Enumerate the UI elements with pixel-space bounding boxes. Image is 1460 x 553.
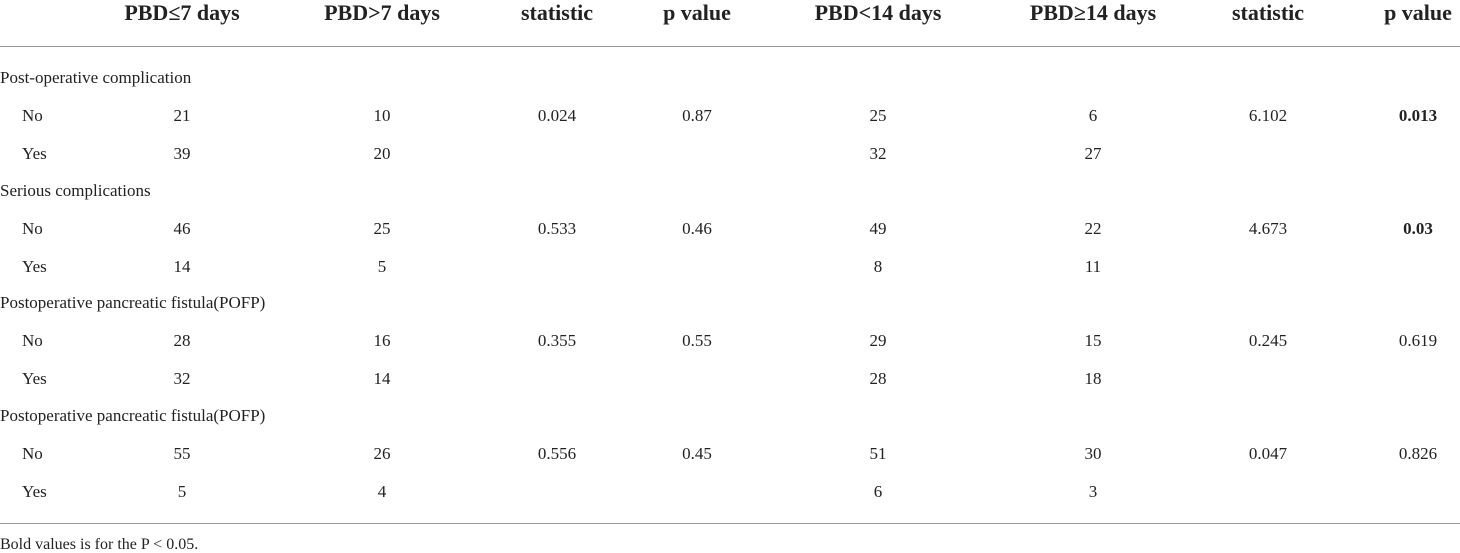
- row-label: No: [22, 106, 43, 125]
- footnote: Bold values is for the P < 0.05.: [0, 536, 199, 553]
- section-title: Post-operative complication: [0, 68, 192, 87]
- cell: 14: [173, 256, 191, 276]
- cell: 32: [173, 369, 191, 389]
- cell: 46: [173, 218, 191, 238]
- cell: 20: [373, 144, 391, 163]
- section-title: Serious complications: [0, 180, 151, 200]
- cell: 0.556: [537, 444, 577, 464]
- cell: 3: [1088, 482, 1098, 502]
- cell: 0.047: [1248, 444, 1288, 464]
- cell: 21: [173, 106, 191, 125]
- cell: 15: [1084, 331, 1102, 351]
- cell: 4.673: [1248, 218, 1288, 238]
- cell: 18: [1084, 369, 1102, 389]
- cell: 8: [873, 256, 883, 276]
- cell: 51: [869, 444, 887, 464]
- column-header: p value: [1384, 0, 1452, 25]
- row-label: No: [22, 444, 43, 464]
- cell: 25: [869, 106, 887, 125]
- cell: 0.245: [1248, 331, 1288, 351]
- cell: 28: [173, 331, 191, 351]
- cell: 6: [1088, 106, 1098, 125]
- cell: 0.533: [537, 218, 577, 238]
- header-rule: [0, 46, 1460, 47]
- row-label: No: [22, 331, 43, 351]
- cell: 25: [373, 218, 391, 238]
- cell: 16: [373, 331, 391, 351]
- cell: 26: [373, 444, 391, 464]
- cell: 28: [869, 369, 887, 389]
- cell: 0.355: [537, 331, 577, 351]
- cell: 22: [1084, 218, 1102, 238]
- cell: 32: [869, 144, 887, 163]
- cell: 0.619: [1398, 331, 1438, 351]
- column-header: PBD>7 days: [324, 0, 440, 25]
- cell: 30: [1084, 444, 1102, 464]
- row-label: No: [22, 218, 43, 238]
- column-header: PBD≥14 days: [1029, 0, 1157, 25]
- column-header: p value: [663, 0, 731, 25]
- row-label: Yes: [22, 369, 47, 389]
- cell: 11: [1084, 256, 1102, 276]
- cell: 29: [869, 331, 887, 351]
- cell: 0.46: [682, 218, 712, 238]
- cell: 5: [377, 256, 387, 276]
- column-header: statistic: [520, 0, 594, 25]
- cell: 49: [869, 218, 887, 238]
- cell: 5: [177, 482, 187, 502]
- cell: 0.03: [1403, 218, 1433, 238]
- cell: 6: [873, 482, 883, 502]
- cell: 0.45: [682, 444, 712, 464]
- cell: 0.55: [682, 331, 712, 351]
- row-label: Yes: [22, 144, 47, 163]
- cell: 0.024: [537, 106, 577, 125]
- cell: 55: [173, 444, 191, 464]
- cell: 10: [373, 106, 391, 125]
- section-title: Postoperative pancreatic fistula(POFP): [0, 293, 266, 313]
- section-title: Postoperative pancreatic fistula(POFP): [0, 406, 266, 426]
- row-label: Yes: [22, 482, 47, 502]
- cell: 39: [173, 144, 191, 163]
- cell: 14: [373, 369, 391, 389]
- cell: 0.87: [682, 106, 712, 125]
- column-header: PBD<14 days: [814, 0, 942, 25]
- cell: 0.826: [1398, 444, 1438, 464]
- cell: 27: [1084, 144, 1102, 163]
- row-label: Yes: [22, 256, 47, 276]
- cell: 6.102: [1248, 106, 1288, 125]
- column-header: statistic: [1231, 0, 1305, 25]
- column-header: PBD≤7 days: [124, 0, 240, 25]
- cell: 4: [377, 482, 387, 502]
- bottom-rule: [0, 523, 1460, 524]
- cell: 0.013: [1398, 106, 1438, 125]
